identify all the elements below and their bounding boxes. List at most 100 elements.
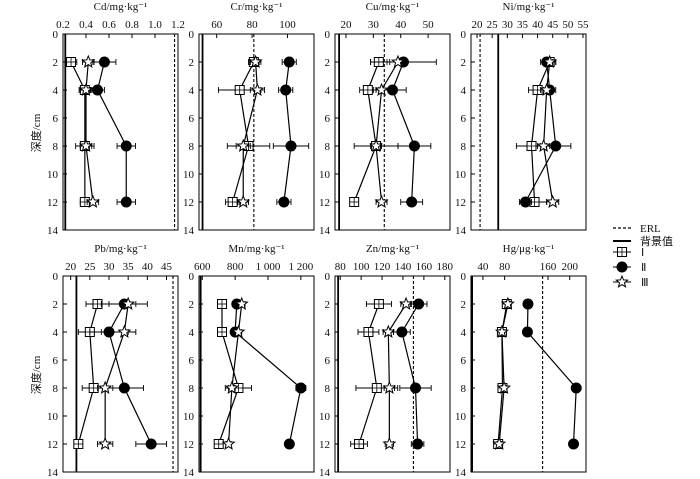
data-point-circle	[570, 382, 582, 394]
x-tick-label: 100	[353, 261, 370, 273]
data-point-star	[374, 194, 389, 208]
data-point-circle	[120, 140, 132, 152]
data-point-star	[536, 138, 551, 152]
data-point-circle	[408, 140, 420, 152]
y-tick-label: 2	[325, 57, 331, 69]
series-line	[401, 303, 420, 445]
y-tick-label: 12	[183, 439, 194, 451]
data-point-square	[213, 439, 224, 449]
plot-frame	[470, 275, 587, 473]
series-2	[521, 298, 582, 450]
panel-4: Ni/mg·kg⁻¹ 20 25 30 35 40 45 50 55 0 2 4 6 8 10 12 14	[455, 1, 589, 237]
data-point-star	[81, 54, 96, 68]
x-tick-label: 45	[547, 19, 559, 31]
series-line	[242, 61, 258, 202]
y-tick-label: 14	[455, 467, 467, 479]
y-tick-label: 12	[455, 439, 466, 451]
y-tick-label: 8	[189, 383, 195, 395]
legend-s1-label: Ⅰ	[641, 247, 644, 259]
data-point-star	[494, 324, 509, 338]
y-tick-label: 6	[189, 113, 195, 125]
x-tick-label: 200	[561, 261, 578, 273]
data-point-square	[234, 85, 245, 95]
series-1	[213, 299, 253, 449]
data-point-circle	[521, 326, 533, 338]
data-point-circle	[522, 298, 534, 310]
y-tick-label: 6	[325, 355, 331, 367]
y-tick-label: 12	[47, 197, 58, 209]
data-point-square	[66, 57, 77, 67]
panel-title: Ni/mg·kg⁻¹	[503, 1, 555, 13]
y-tick-label: 6	[461, 113, 467, 125]
y-tick-label: 0	[461, 271, 467, 283]
y-tick-label: 2	[461, 299, 467, 311]
y-tick-label: 2	[53, 57, 59, 69]
series-3	[78, 54, 100, 208]
y-tick-label: 0	[53, 271, 59, 283]
y-tick-label: 4	[189, 85, 195, 97]
y-tick-label: 4	[325, 327, 331, 339]
panel-title: Zn/mg·kg⁻¹	[366, 243, 419, 255]
y-tick-label: 0	[325, 271, 331, 283]
y-tick-label: 6	[53, 113, 59, 125]
x-tick-label: 1 200	[288, 261, 313, 273]
y-tick-label: 14	[47, 225, 59, 237]
x-tick-label: 0.8	[125, 19, 139, 31]
data-point-star	[236, 194, 251, 208]
series-2	[272, 56, 310, 208]
x-tick-label: 25	[487, 19, 499, 31]
legend-marker-star	[614, 274, 630, 288]
series-1	[350, 299, 399, 449]
data-point-circle	[120, 196, 132, 208]
y-tick-label: 4	[53, 85, 59, 97]
series-3	[492, 296, 515, 450]
panels: Cd/mg·kg⁻¹0.2 0.4 0.6 0.8 1.0 1.202468101214C…	[47, 1, 589, 479]
x-tick-label: 30	[368, 19, 380, 31]
y-tick-label: 12	[47, 439, 58, 451]
y-tick-label: 12	[183, 197, 194, 209]
data-point-square	[354, 439, 365, 449]
x-tick-label: 600	[194, 261, 211, 273]
data-point-star	[374, 82, 389, 96]
y-tick-label: 8	[461, 141, 467, 153]
y-tick-label: 2	[189, 299, 195, 311]
y-tick-label: 12	[319, 197, 330, 209]
y-tick-label: 14	[319, 225, 331, 237]
data-point-circle	[283, 438, 295, 450]
x-tick-label: 1 000	[256, 261, 281, 273]
y-tick-label: 12	[455, 197, 466, 209]
y-tick-label: 6	[53, 355, 59, 367]
y-tick-label: 10	[47, 411, 59, 423]
y-tick-label: 6	[461, 355, 467, 367]
data-point-circle	[568, 438, 580, 450]
y-tick-label: 6	[189, 355, 195, 367]
panel-title: Cd/mg·kg⁻¹	[94, 1, 148, 13]
x-tick-label: 55	[577, 19, 589, 31]
x-tick-label: 180	[437, 261, 454, 273]
data-point-star	[98, 436, 113, 450]
series-3	[369, 54, 407, 208]
y-tick-label: 10	[455, 169, 467, 181]
y-axis-label-top: 深度/cm	[29, 113, 43, 152]
y-axis-labels: 深度/cm 深度/cm	[29, 113, 43, 394]
y-tick-label: 10	[319, 411, 331, 423]
series-3	[97, 296, 137, 450]
plot-frame	[334, 275, 451, 473]
data-point-star	[231, 324, 246, 338]
series-3	[221, 296, 249, 450]
data-point-square	[526, 141, 537, 151]
series-line	[497, 303, 508, 445]
data-point-square	[217, 299, 227, 309]
data-point-circle	[410, 382, 421, 394]
data-point-circle	[413, 298, 425, 310]
data-point-circle	[406, 196, 418, 208]
legend-marker-square	[617, 247, 627, 257]
y-tick-label: 14	[47, 467, 59, 479]
data-point-square	[217, 327, 227, 337]
series-line	[96, 61, 127, 202]
y-tick-label: 14	[455, 225, 467, 237]
panel-2: Cr/mg·kg⁻¹ 60 80 100 0 2 4 6 8 10 12 14	[183, 1, 315, 237]
data-point-square	[88, 383, 99, 393]
legend-marker-circle	[616, 261, 628, 273]
y-axis-label-bottom: 深度/cm	[29, 355, 43, 394]
